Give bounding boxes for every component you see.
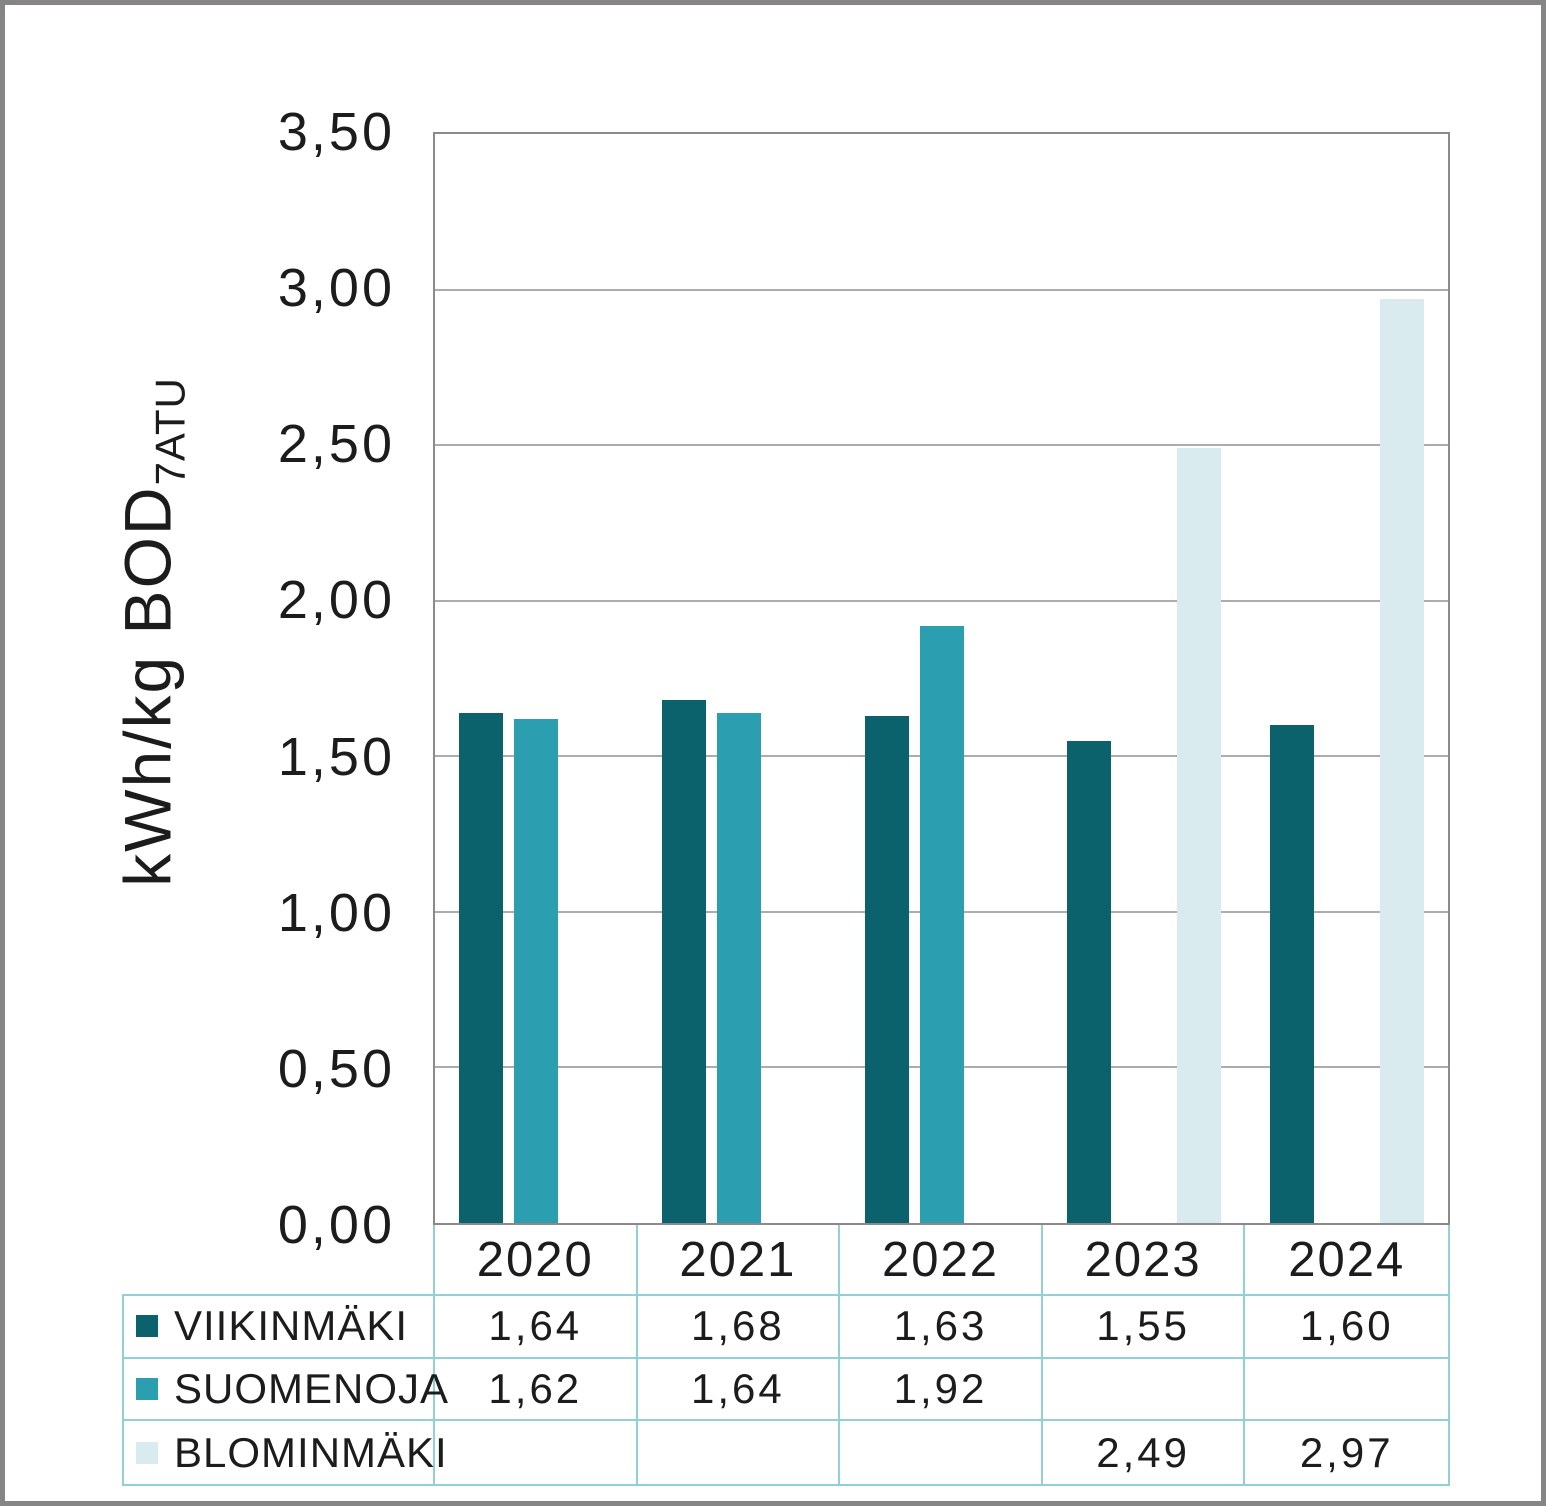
legend-label-viikinmaki: VIIKINMÄKI [124, 1296, 435, 1357]
value-cell-blominmaki-2023: 2,49 [1043, 1421, 1246, 1484]
value-cell-suomenoja-2021: 1,64 [638, 1358, 841, 1420]
gridline [435, 444, 1448, 447]
y-tick-label: 3,00 [277, 258, 395, 319]
gridline [435, 288, 1448, 291]
value-cell-viikinmaki-2020: 1,64 [435, 1296, 638, 1357]
y-tick-label: 1,00 [277, 882, 395, 943]
year-cell-2024: 2024 [1288, 1232, 1406, 1287]
y-tick-label: 2,00 [277, 570, 395, 631]
value-cell-viikinmaki-2024: 1,60 [1299, 1302, 1394, 1350]
bar-suomenoja-2021 [716, 712, 761, 1223]
value-cell-blominmaki-2020 [435, 1421, 638, 1484]
legend-label-suomenoja: SUOMENOJA [124, 1358, 448, 1420]
y-axis-tick-labels: 3,50 3,00 2,50 2,00 1,50 1,00 0,50 0,00 [0, 102, 395, 1255]
year-cell-2020: 2020 [435, 1225, 638, 1294]
bar-viikinmaki-2024 [1269, 725, 1314, 1223]
table-row-blominmaki: BLOMINMÄKI 2,49 2,97 [124, 1421, 1448, 1484]
bar-viikinmaki-2020 [459, 712, 504, 1223]
y-tick-label: 3,50 [277, 102, 395, 162]
legend-label-text: VIIKINMÄKI [174, 1302, 409, 1350]
value-cell-suomenoja-2024 [1245, 1359, 1448, 1420]
legend-swatch-blominmaki [136, 1441, 158, 1464]
value-cell-blominmaki-2024: 2,97 [1299, 1428, 1394, 1476]
value-cell-blominmaki-2022 [840, 1421, 1043, 1484]
year-cell-2023: 2023 [1043, 1225, 1246, 1294]
bar-viikinmaki-2023 [1067, 740, 1112, 1223]
value-cell-viikinmaki-2021: 1,68 [638, 1296, 841, 1357]
y-tick-label: 0,50 [277, 1038, 395, 1099]
year-cell-2022: 2022 [840, 1225, 1043, 1294]
bar-blominmaki-2023 [1177, 448, 1222, 1223]
bar-viikinmaki-2021 [661, 700, 706, 1223]
bar-blominmaki-2024 [1379, 298, 1424, 1223]
bar-suomenoja-2020 [514, 718, 559, 1223]
legend-swatch-suomenoja [136, 1377, 158, 1400]
legend-label-text: SUOMENOJA [174, 1364, 450, 1412]
value-cell-suomenoja-2023 [1043, 1358, 1246, 1420]
plot-area [433, 132, 1450, 1225]
legend-label-text: BLOMINMÄKI [174, 1428, 448, 1476]
x-axis-year-header-row: 2020 2021 2022 2023 2024 [433, 1225, 1450, 1294]
value-cell-suomenoja-2022: 1,92 [840, 1358, 1043, 1420]
y-tick-label: 2,50 [277, 414, 395, 475]
value-cell-viikinmaki-2022: 1,63 [840, 1296, 1043, 1357]
bar-viikinmaki-2022 [864, 715, 909, 1223]
bar-suomenoja-2022 [919, 625, 964, 1223]
year-cell-2021: 2021 [638, 1225, 841, 1294]
table-row-viikinmaki: VIIKINMÄKI 1,64 1,68 1,63 1,55 1,60 [124, 1296, 1448, 1359]
gridline [435, 599, 1448, 602]
value-cell-viikinmaki-2023: 1,55 [1043, 1296, 1246, 1357]
y-tick-label: 1,50 [277, 726, 395, 787]
y-tick-label: 0,00 [277, 1195, 395, 1255]
legend-label-blominmaki: BLOMINMÄKI [124, 1421, 447, 1484]
table-row-suomenoja: SUOMENOJA 1,62 1,64 1,92 [124, 1358, 1448, 1422]
legend-swatch-viikinmaki [136, 1315, 158, 1338]
value-cell-suomenoja-2020: 1,62 [435, 1358, 638, 1420]
legend-data-table: VIIKINMÄKI 1,64 1,68 1,63 1,55 1,60 SUOMENOJA 1… [122, 1294, 1450, 1486]
value-cell-blominmaki-2021 [638, 1421, 841, 1484]
